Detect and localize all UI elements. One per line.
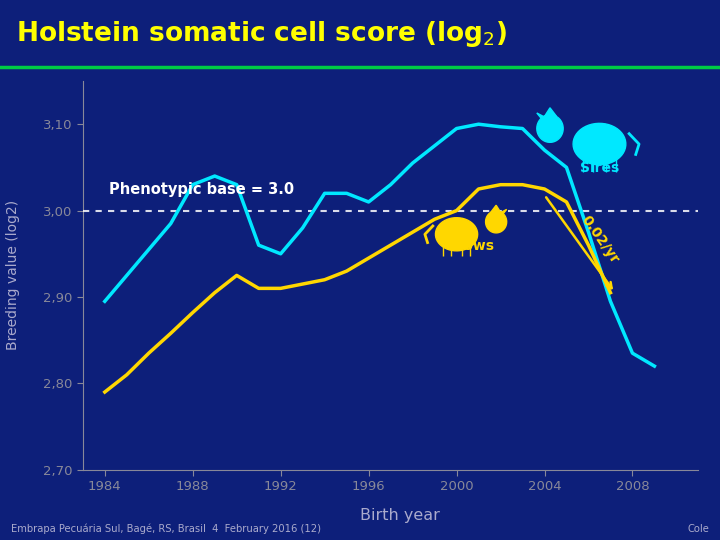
Text: Sires: Sires bbox=[580, 161, 619, 176]
Text: Birth year: Birth year bbox=[360, 508, 439, 523]
Polygon shape bbox=[537, 113, 550, 125]
Text: Embrapa Pecuária Sul, Bagé, RS, Brasil  4  February 2016 (12): Embrapa Pecuária Sul, Bagé, RS, Brasil 4… bbox=[11, 523, 321, 534]
Polygon shape bbox=[485, 211, 507, 233]
Text: 0.02/yr: 0.02/yr bbox=[578, 213, 621, 266]
Polygon shape bbox=[496, 210, 507, 219]
Polygon shape bbox=[491, 205, 501, 213]
Text: Breeding value (log2): Breeding value (log2) bbox=[6, 200, 20, 350]
Text: Cole: Cole bbox=[688, 523, 709, 534]
Polygon shape bbox=[573, 123, 626, 165]
Text: Phenotypic base = 3.0: Phenotypic base = 3.0 bbox=[109, 182, 294, 197]
Text: Cows: Cows bbox=[454, 239, 495, 253]
Polygon shape bbox=[436, 218, 477, 251]
Polygon shape bbox=[544, 108, 557, 118]
Polygon shape bbox=[537, 114, 563, 143]
Text: Holstein somatic cell score (log$_2$): Holstein somatic cell score (log$_2$) bbox=[16, 19, 507, 49]
